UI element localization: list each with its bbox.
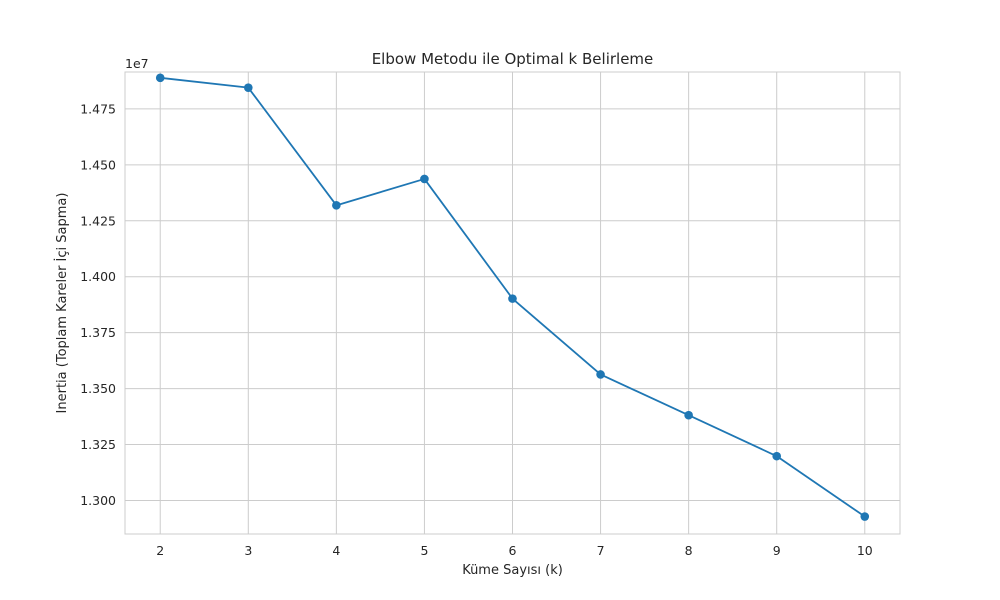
data-point-marker	[155, 73, 165, 83]
x-tick-label: 2	[156, 543, 164, 558]
plot-area-frame	[124, 71, 901, 535]
x-tick-label: 7	[597, 543, 605, 558]
y-gridlines	[125, 108, 900, 501]
data-point-marker	[684, 410, 693, 420]
y-tick-label: 1.425	[80, 213, 116, 228]
data-point-marker	[332, 201, 341, 210]
data-point-marker	[860, 512, 870, 521]
y-offset-label: 1e7	[125, 56, 149, 71]
x-tick-label: 5	[420, 543, 428, 558]
x-tick-label: 10	[857, 543, 873, 558]
data-point-marker	[596, 370, 605, 379]
y-tick-label: 1.375	[80, 325, 116, 340]
y-tick-label: 1.325	[80, 437, 116, 452]
y-tick-label: 1.300	[80, 493, 116, 508]
y-tick-label: 1.475	[80, 101, 116, 116]
x-tick-labels: 2 3 4 5 6 7 8 9 10	[156, 543, 873, 558]
data-point-marker	[243, 83, 253, 92]
x-tick-label: 3	[244, 543, 252, 558]
x-tick-label: 9	[773, 543, 781, 558]
y-tick-label: 1.450	[80, 157, 116, 172]
x-tick-label: 4	[332, 543, 340, 558]
chart-title: Elbow Metodu ile Optimal k Belirleme	[372, 50, 654, 68]
x-gridlines	[159, 72, 866, 534]
y-tick-label: 1.350	[80, 381, 116, 396]
y-axis-label: Inertia (Toplam Kareler İçi Sapma)	[54, 193, 70, 414]
y-tick-label: 1.400	[80, 269, 116, 284]
series-layer	[155, 73, 870, 521]
data-point-marker	[420, 174, 429, 184]
y-tick-labels: 1.300 1.325 1.350 1.375 1.400 1.425 1.450 1.475	[80, 101, 116, 508]
x-tick-label: 6	[509, 543, 517, 558]
x-tick-label: 8	[685, 543, 693, 558]
data-point-marker	[508, 294, 517, 303]
x-axis-label: Küme Sayısı (k)	[462, 563, 563, 578]
data-point-marker	[772, 451, 782, 461]
